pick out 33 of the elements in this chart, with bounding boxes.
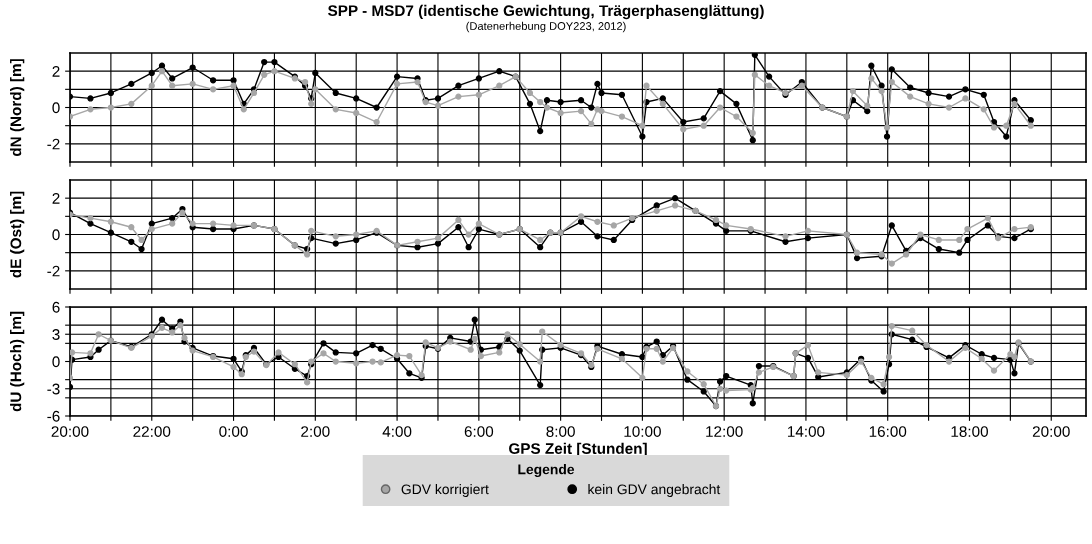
y-tick-label: -2 (47, 265, 60, 277)
x-tick-label: 18:00 (951, 426, 988, 437)
y-tick-label: 2 (52, 193, 60, 204)
x-tick-label: 4:00 (382, 426, 412, 437)
x-tick-label: 20:00 (51, 426, 89, 437)
y-tick-label: -6 (47, 410, 60, 422)
chart-title: SPP - MSD7 (identische Gewichtung, Trägerphasenglättung) (328, 4, 764, 20)
x-axis-title: GPS Zeit [Stunden] (509, 442, 647, 457)
x-tick-label: 20:00 (1032, 426, 1070, 437)
y-axis-title: dE (Ost) [m] (10, 191, 25, 278)
x-tick-label: 16:00 (869, 426, 907, 437)
x-tick-label: 2:00 (301, 426, 330, 437)
y-tick-label: 0 (52, 356, 60, 368)
y-tick-label: -2 (47, 138, 60, 150)
y-tick-label: 3 (52, 329, 60, 340)
y-tick-label: -3 (47, 383, 60, 395)
x-tick-label: 14:00 (787, 426, 825, 437)
x-tick-label: 0:00 (219, 426, 248, 437)
legend-label: kein GDV angebracht (588, 484, 721, 497)
chart-subtitle: (Datenerhebung DOY223, 2012) (466, 21, 626, 33)
y-axis-title: dN (Nord) [m] (10, 59, 25, 157)
y-tick-label: 6 (52, 301, 60, 313)
y-axis-title: dU (Hoch) [m] (10, 311, 25, 412)
x-tick-label: 12:00 (706, 426, 743, 437)
x-tick-label: 10:00 (624, 426, 661, 437)
legend-title: Legende (518, 464, 575, 478)
legend-label: GDV korrigiert (401, 484, 489, 497)
y-tick-label: 0 (52, 102, 60, 114)
y-tick-label: 0 (52, 229, 60, 241)
x-tick-label: 8:00 (546, 426, 575, 437)
x-tick-label: 6:00 (464, 426, 494, 437)
x-tick-label: 22:00 (133, 426, 171, 437)
y-tick-label: 2 (52, 66, 60, 77)
